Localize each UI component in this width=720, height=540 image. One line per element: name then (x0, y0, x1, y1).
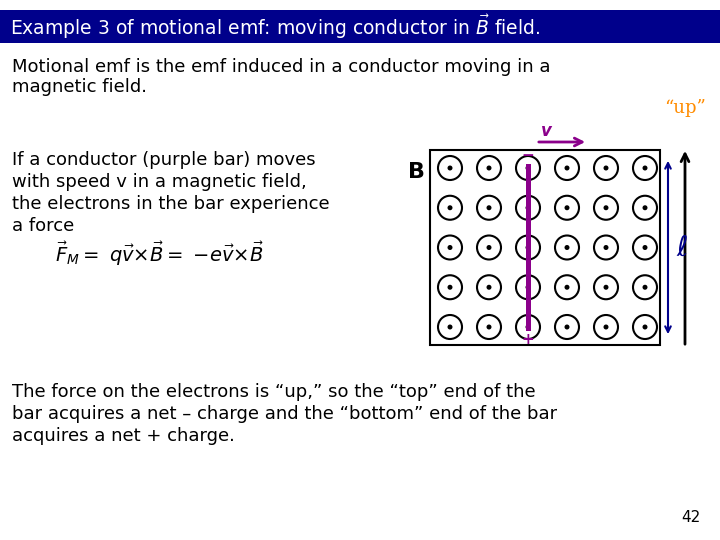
Text: −: − (521, 148, 534, 163)
Circle shape (448, 325, 452, 329)
Text: $\ell$: $\ell$ (676, 233, 688, 261)
Circle shape (564, 165, 570, 171)
Text: with speed v in a magnetic field,: with speed v in a magnetic field, (12, 173, 307, 191)
Circle shape (487, 165, 492, 171)
Circle shape (564, 285, 570, 290)
Circle shape (603, 165, 608, 171)
Bar (526, 164, 531, 331)
Text: acquires a net + charge.: acquires a net + charge. (12, 427, 235, 445)
Text: $\vec{F}_M = \ q\vec{v}{\times}\vec{B} = \ {-}e\vec{v}{\times}\vec{B}$: $\vec{F}_M = \ q\vec{v}{\times}\vec{B} =… (55, 240, 264, 268)
Circle shape (448, 165, 452, 171)
Circle shape (603, 205, 608, 210)
Text: The force on the electrons is “up,” so the “top” end of the: The force on the electrons is “up,” so t… (12, 383, 536, 401)
Circle shape (448, 245, 452, 250)
Text: B: B (408, 162, 425, 182)
Text: If a conductor (purple bar) moves: If a conductor (purple bar) moves (12, 151, 315, 169)
Circle shape (642, 165, 647, 171)
Circle shape (564, 325, 570, 329)
Text: Motional emf is the emf induced in a conductor moving in a: Motional emf is the emf induced in a con… (12, 58, 551, 76)
Text: Example 3 of motional emf: moving conductor in $\vec{B}$ field.: Example 3 of motional emf: moving conduc… (10, 12, 541, 40)
Text: “up”: “up” (664, 99, 706, 117)
Circle shape (526, 205, 531, 210)
Text: bar acquires a net – charge and the “bottom” end of the bar: bar acquires a net – charge and the “bot… (12, 405, 557, 423)
Text: v: v (541, 122, 552, 140)
Circle shape (487, 205, 492, 210)
Circle shape (487, 325, 492, 329)
Bar (430, 150, 660, 345)
Circle shape (526, 285, 531, 290)
Circle shape (526, 325, 531, 329)
Circle shape (603, 245, 608, 250)
Circle shape (487, 245, 492, 250)
Circle shape (526, 245, 531, 250)
Text: 42: 42 (680, 510, 700, 525)
Bar (0, 10, 720, 43)
Circle shape (526, 165, 531, 171)
Circle shape (448, 205, 452, 210)
Text: magnetic field.: magnetic field. (12, 78, 147, 96)
Circle shape (564, 205, 570, 210)
Circle shape (642, 285, 647, 290)
Circle shape (564, 245, 570, 250)
Text: the electrons in the bar experience: the electrons in the bar experience (12, 195, 330, 213)
Circle shape (487, 285, 492, 290)
Text: +: + (521, 332, 534, 347)
Circle shape (642, 325, 647, 329)
Circle shape (603, 285, 608, 290)
Circle shape (603, 325, 608, 329)
Circle shape (448, 285, 452, 290)
Circle shape (642, 245, 647, 250)
Circle shape (642, 205, 647, 210)
Text: a force: a force (12, 217, 74, 235)
